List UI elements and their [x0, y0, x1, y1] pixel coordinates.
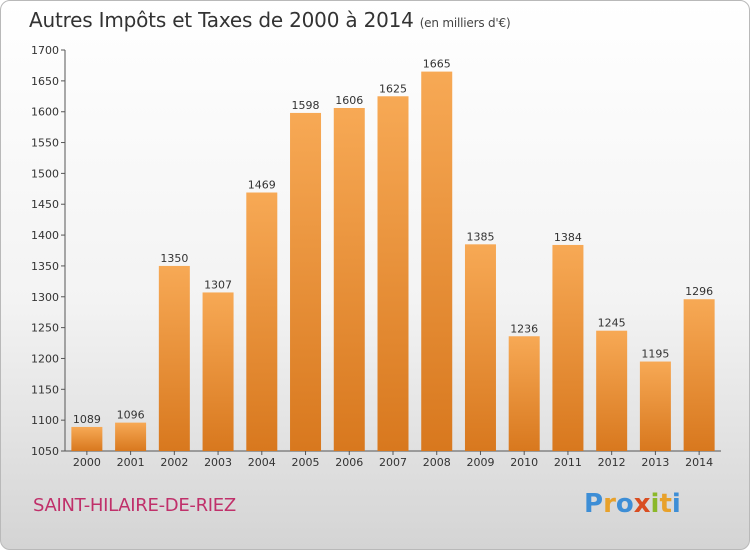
x-tick-label: 2002	[160, 456, 188, 469]
x-tick-label: 2014	[685, 456, 713, 469]
x-tick-label: 2004	[248, 456, 276, 469]
bar	[639, 361, 671, 451]
bar-value-label: 1245	[598, 317, 626, 330]
bar	[552, 244, 584, 451]
bar-value-label: 1350	[160, 252, 188, 265]
y-tick-label: 1550	[31, 137, 59, 150]
x-tick-label: 2006	[335, 456, 363, 469]
axis-group: 1050 1100 1150 1200 1250 1300 1350 1400 1450 1500…	[31, 44, 721, 469]
x-tick-label: 2005	[292, 456, 320, 469]
logo-letter: i	[650, 489, 660, 519]
x-tick-label: 2010	[510, 456, 538, 469]
y-tick-label: 1050	[31, 445, 59, 458]
y-tick-label: 1100	[31, 414, 59, 427]
bar	[596, 330, 628, 451]
bar-value-label: 1307	[204, 278, 232, 291]
x-tick-label: 2013	[641, 456, 669, 469]
x-tick-label: 2011	[554, 456, 582, 469]
bar	[683, 299, 715, 451]
y-tick-label: 1350	[31, 260, 59, 273]
y-tick-label: 1500	[31, 167, 59, 180]
bar-value-label: 1096	[117, 409, 145, 422]
x-tick-label: 2007	[379, 456, 407, 469]
bar-value-label: 1296	[685, 285, 713, 298]
y-tick-label: 1200	[31, 352, 59, 365]
y-tick-label: 1700	[31, 44, 59, 57]
logo-letter: x	[633, 489, 651, 519]
bar	[115, 422, 147, 451]
y-tick-label: 1400	[31, 229, 59, 242]
bars-group: 1089 1096 1350 1307 1469 1598 1606 1625 1665 1385…	[71, 58, 715, 452]
bar	[333, 107, 365, 451]
x-tick-label: 2009	[466, 456, 494, 469]
x-tick-label: 2012	[598, 456, 626, 469]
y-tick-label: 1450	[31, 198, 59, 211]
logo-letter: o	[615, 489, 634, 519]
bar-value-label: 1195	[641, 348, 669, 361]
y-tick-label: 1150	[31, 383, 59, 396]
bar-value-label: 1598	[292, 99, 320, 112]
y-tick-label: 1300	[31, 291, 59, 304]
bar-value-label: 1384	[554, 231, 582, 244]
y-tick-label: 1250	[31, 322, 59, 335]
bar	[290, 112, 322, 452]
bar-value-label: 1469	[248, 179, 276, 192]
logo-letter: P	[584, 489, 604, 519]
bar-value-label: 1385	[466, 230, 494, 243]
bar	[71, 426, 103, 451]
chart-title: Autres Impôts et Taxes de 2000 à 2014 (en…	[29, 8, 511, 32]
x-tick-label: 2008	[423, 456, 451, 469]
bar	[377, 96, 409, 452]
title-text: Autres Impôts et Taxes de 2000 à 2014	[29, 8, 414, 32]
bar-value-label: 1625	[379, 82, 407, 95]
bar	[158, 265, 190, 451]
bar	[464, 244, 496, 451]
title-unit: (en milliers d'€)	[419, 16, 511, 30]
logo-letter: r	[603, 489, 616, 519]
bar-value-label: 1665	[423, 58, 451, 71]
logo-letter: t	[659, 489, 672, 519]
y-tick-label: 1600	[31, 106, 59, 119]
bar	[508, 336, 540, 451]
bar	[202, 292, 234, 451]
x-tick-label: 2000	[73, 456, 101, 469]
x-tick-label: 2003	[204, 456, 232, 469]
bar-value-label: 1606	[335, 94, 363, 107]
commune-name: SAINT-HILAIRE-DE-RIEZ	[33, 495, 236, 516]
x-tick-label: 2001	[117, 456, 145, 469]
bar-value-label: 1089	[73, 413, 101, 426]
bar	[421, 71, 453, 451]
bar	[246, 192, 278, 452]
proxiti-logo[interactable]: Proxiti	[584, 489, 681, 519]
y-tick-label: 1650	[31, 75, 59, 88]
logo-letter: i	[671, 489, 681, 519]
bar-value-label: 1236	[510, 322, 538, 335]
